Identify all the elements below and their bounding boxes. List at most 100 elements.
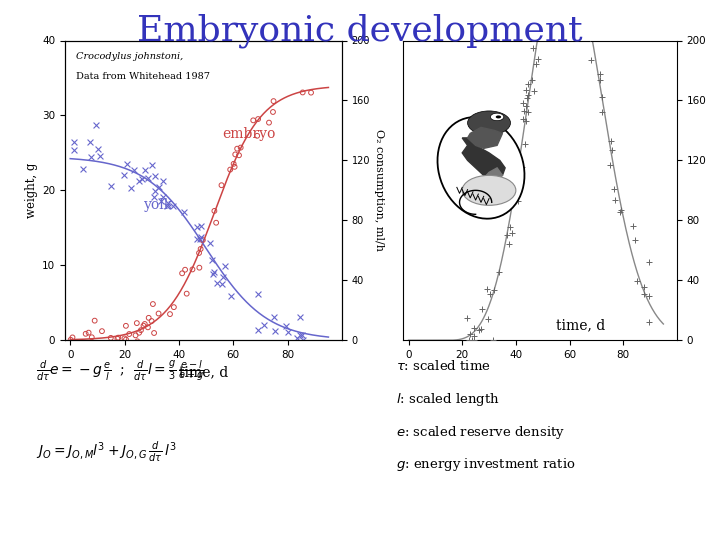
Text: $\frac{d}{d\tau}e = -g\,\frac{e}{l}$  ;  $\frac{d}{d\tau}l = \frac{g}{3}\,\frac{: $\frac{d}{d\tau}e = -g\,\frac{e}{l}$ ; $…: [36, 359, 204, 384]
Point: [267, 107, 279, 116]
Point: [616, 206, 627, 215]
Text: time, d: time, d: [556, 319, 606, 333]
Point: [121, 160, 132, 168]
Text: embryo: embryo: [222, 127, 276, 141]
Point: [519, 140, 531, 149]
Point: [528, 86, 540, 95]
Point: [546, 21, 557, 30]
Point: [164, 310, 176, 319]
Point: [506, 184, 518, 193]
Point: [526, 76, 538, 84]
Point: [67, 333, 78, 342]
Point: [225, 165, 236, 174]
Point: [161, 201, 173, 210]
Point: [74, 338, 86, 347]
Point: [297, 336, 309, 345]
Point: [204, 238, 216, 247]
Point: [521, 117, 532, 126]
Point: [527, 44, 539, 52]
Point: [579, 21, 590, 30]
Point: [473, 326, 485, 335]
Point: [156, 197, 167, 206]
Point: [643, 257, 654, 266]
Point: [474, 325, 486, 333]
Point: [186, 265, 198, 274]
Point: [517, 115, 528, 124]
Circle shape: [467, 111, 510, 135]
Point: [96, 327, 108, 335]
Point: [639, 290, 650, 299]
Point: [536, 21, 548, 30]
Point: [120, 321, 132, 330]
Point: [522, 80, 534, 89]
Point: [546, 21, 558, 30]
Point: [605, 136, 616, 145]
Circle shape: [496, 116, 501, 118]
Y-axis label: weight, g: weight, g: [24, 163, 37, 218]
Circle shape: [462, 176, 516, 205]
Point: [195, 245, 207, 253]
Point: [556, 21, 567, 30]
Point: [105, 334, 117, 342]
Text: $e$: scaled reserve density: $e$: scaled reserve density: [396, 424, 565, 441]
Point: [128, 166, 140, 174]
Point: [522, 107, 534, 116]
Point: [582, 21, 594, 30]
Point: [539, 21, 550, 30]
Point: [91, 120, 102, 129]
Point: [514, 157, 526, 165]
Point: [488, 286, 500, 294]
Point: [112, 333, 124, 342]
Point: [294, 330, 305, 339]
Point: [153, 309, 164, 318]
Point: [305, 89, 317, 97]
Text: Crocodylus johnstoni,: Crocodylus johnstoni,: [76, 52, 183, 60]
Point: [584, 33, 595, 42]
Point: [296, 330, 307, 339]
Point: [153, 183, 165, 192]
Point: [542, 21, 554, 30]
Text: $l$: scaled length: $l$: scaled length: [396, 392, 500, 408]
Point: [235, 143, 246, 152]
Point: [120, 335, 132, 344]
Point: [133, 328, 145, 337]
Point: [133, 177, 145, 186]
Point: [206, 255, 217, 264]
Point: [268, 97, 279, 105]
Point: [142, 323, 153, 332]
Point: [536, 21, 548, 30]
Point: [146, 317, 158, 326]
Point: [575, 21, 587, 30]
Text: $g$: energy investment ratio: $g$: energy investment ratio: [396, 456, 575, 473]
Ellipse shape: [438, 117, 524, 219]
Point: [504, 201, 516, 210]
Point: [532, 55, 544, 63]
Point: [217, 273, 229, 282]
Point: [252, 290, 264, 299]
Point: [196, 233, 207, 241]
Point: [130, 331, 141, 340]
Point: [487, 336, 499, 345]
Point: [605, 161, 616, 170]
Point: [597, 107, 608, 116]
Point: [112, 334, 123, 343]
Point: [86, 333, 97, 342]
Point: [146, 160, 158, 169]
Polygon shape: [467, 127, 503, 149]
Point: [630, 236, 642, 245]
Text: yolk: yolk: [143, 198, 173, 212]
Point: [482, 285, 493, 294]
Polygon shape: [462, 138, 505, 178]
Point: [564, 21, 575, 30]
Point: [585, 21, 596, 30]
Point: [216, 280, 228, 288]
Point: [106, 181, 117, 190]
Point: [197, 236, 209, 245]
Point: [468, 323, 480, 332]
Point: [503, 240, 515, 248]
Point: [228, 159, 240, 168]
Point: [248, 116, 259, 125]
Point: [251, 131, 263, 140]
Point: [542, 21, 554, 30]
X-axis label: time, d: time, d: [179, 366, 228, 380]
